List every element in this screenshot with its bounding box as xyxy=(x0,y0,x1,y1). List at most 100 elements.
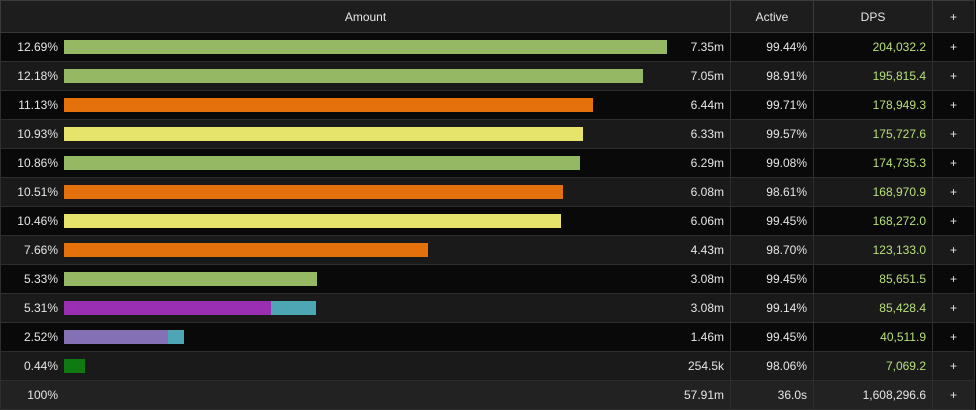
expand-toggle[interactable]: + xyxy=(932,351,975,381)
toggle-header[interactable]: + xyxy=(932,0,975,33)
expand-toggle[interactable]: + xyxy=(932,235,975,265)
bar xyxy=(64,272,318,286)
row[interactable]: 5.31% 3.08m 99.14% 85,428.4 + xyxy=(0,293,975,323)
bar-segment xyxy=(271,301,317,315)
bar-segment xyxy=(64,301,272,315)
percent: 5.31% xyxy=(23,301,58,315)
bar-segment xyxy=(64,156,580,170)
bar-segment xyxy=(64,330,169,344)
percent: 10.46% xyxy=(17,214,58,228)
percent: 10.51% xyxy=(17,185,58,199)
row[interactable]: 5.33% 3.08m 99.45% 85,651.5 + xyxy=(0,264,975,294)
amount: 1.46m xyxy=(690,330,724,344)
dps-header[interactable]: DPS xyxy=(813,0,933,33)
amount-cell: 12.69% 7.35m xyxy=(0,32,731,62)
bar-segment xyxy=(168,330,184,344)
bar-segment xyxy=(64,185,564,199)
percent: 12.69% xyxy=(17,40,58,54)
expand-toggle[interactable]: + xyxy=(932,380,975,410)
bar-segment xyxy=(64,214,561,228)
row[interactable]: 10.86% 6.29m 99.08% 174,735.3 + xyxy=(0,148,975,178)
amount-cell: 12.18% 7.05m xyxy=(0,61,731,91)
active-header[interactable]: Active xyxy=(730,0,814,33)
bar xyxy=(64,301,317,315)
row[interactable]: 12.69% 7.35m 99.44% 204,032.2 + xyxy=(0,32,975,62)
amount-cell: 2.52% 1.46m xyxy=(0,322,731,352)
amount-cell: 10.46% 6.06m xyxy=(0,206,731,236)
row[interactable]: 0.44% 254.5k 98.06% 7,069.2 + xyxy=(0,351,975,381)
amount: 57.91m xyxy=(683,388,724,402)
percent: 10.86% xyxy=(17,156,58,170)
active: 99.45% xyxy=(730,206,814,236)
bar xyxy=(64,127,584,141)
bar xyxy=(64,156,580,170)
amount-cell: 7.66% 4.43m xyxy=(0,235,731,265)
bar xyxy=(64,98,593,112)
expand-toggle[interactable]: + xyxy=(932,61,975,91)
row[interactable]: 7.66% 4.43m 98.70% 123,133.0 + xyxy=(0,235,975,265)
expand-toggle[interactable]: + xyxy=(932,177,975,207)
percent: 2.52% xyxy=(23,330,58,344)
percent: 7.66% xyxy=(23,243,58,257)
dps: 85,651.5 xyxy=(813,264,933,294)
row[interactable]: 100% 57.91m 36.0s 1,608,296.6 + xyxy=(0,380,975,410)
expand-toggle[interactable]: + xyxy=(932,90,975,120)
dps: 40,511.9 xyxy=(813,322,933,352)
active: 99.71% xyxy=(730,90,814,120)
active: 98.70% xyxy=(730,235,814,265)
percent: 12.18% xyxy=(17,69,58,83)
dps: 168,272.0 xyxy=(813,206,933,236)
amount: 6.29m xyxy=(690,156,724,170)
row[interactable]: 11.13% 6.44m 99.71% 178,949.3 + xyxy=(0,90,975,120)
row[interactable]: 2.52% 1.46m 99.45% 40,511.9 + xyxy=(0,322,975,352)
dps: 7,069.2 xyxy=(813,351,933,381)
row[interactable]: 10.51% 6.08m 98.61% 168,970.9 + xyxy=(0,177,975,207)
amount: 6.08m xyxy=(690,185,724,199)
bar-segment xyxy=(64,40,667,54)
percent: 5.33% xyxy=(23,272,58,286)
amount: 4.43m xyxy=(690,243,724,257)
amount: 6.44m xyxy=(690,98,724,112)
expand-toggle[interactable]: + xyxy=(932,206,975,236)
amount-cell: 5.33% 3.08m xyxy=(0,264,731,294)
dps: 195,815.4 xyxy=(813,61,933,91)
percent: 0.44% xyxy=(23,359,58,373)
bar-segment xyxy=(64,272,318,286)
dps: 178,949.3 xyxy=(813,90,933,120)
expand-toggle[interactable]: + xyxy=(932,148,975,178)
active: 98.06% xyxy=(730,351,814,381)
amount: 3.08m xyxy=(690,272,724,286)
active: 36.0s xyxy=(730,380,814,410)
row[interactable]: 10.46% 6.06m 99.45% 168,272.0 + xyxy=(0,206,975,236)
active: 99.45% xyxy=(730,264,814,294)
active: 98.91% xyxy=(730,61,814,91)
bar-segment xyxy=(64,243,428,257)
percent: 11.13% xyxy=(18,98,58,112)
bar-segment xyxy=(64,359,85,373)
row[interactable]: 10.93% 6.33m 99.57% 175,727.6 + xyxy=(0,119,975,149)
active: 99.14% xyxy=(730,293,814,323)
row[interactable]: 12.18% 7.05m 98.91% 195,815.4 + xyxy=(0,61,975,91)
dps: 174,735.3 xyxy=(813,148,933,178)
dps: 1,608,296.6 xyxy=(813,380,933,410)
bar-segment xyxy=(64,127,584,141)
amount-cell: 5.31% 3.08m xyxy=(0,293,731,323)
active: 99.08% xyxy=(730,148,814,178)
active: 98.61% xyxy=(730,177,814,207)
active: 99.45% xyxy=(730,322,814,352)
expand-toggle[interactable]: + xyxy=(932,32,975,62)
expand-toggle[interactable]: + xyxy=(932,293,975,323)
amount: 6.33m xyxy=(690,127,724,141)
bar xyxy=(64,69,643,83)
dps: 123,133.0 xyxy=(813,235,933,265)
header-row: Amount Active DPS + xyxy=(0,0,975,33)
amount-header[interactable]: Amount xyxy=(0,0,731,33)
amount-cell: 0.44% 254.5k xyxy=(0,351,731,381)
amount: 7.35m xyxy=(690,40,724,54)
expand-toggle[interactable]: + xyxy=(932,119,975,149)
bar-segment xyxy=(64,98,593,112)
expand-toggle[interactable]: + xyxy=(932,264,975,294)
expand-toggle[interactable]: + xyxy=(932,322,975,352)
